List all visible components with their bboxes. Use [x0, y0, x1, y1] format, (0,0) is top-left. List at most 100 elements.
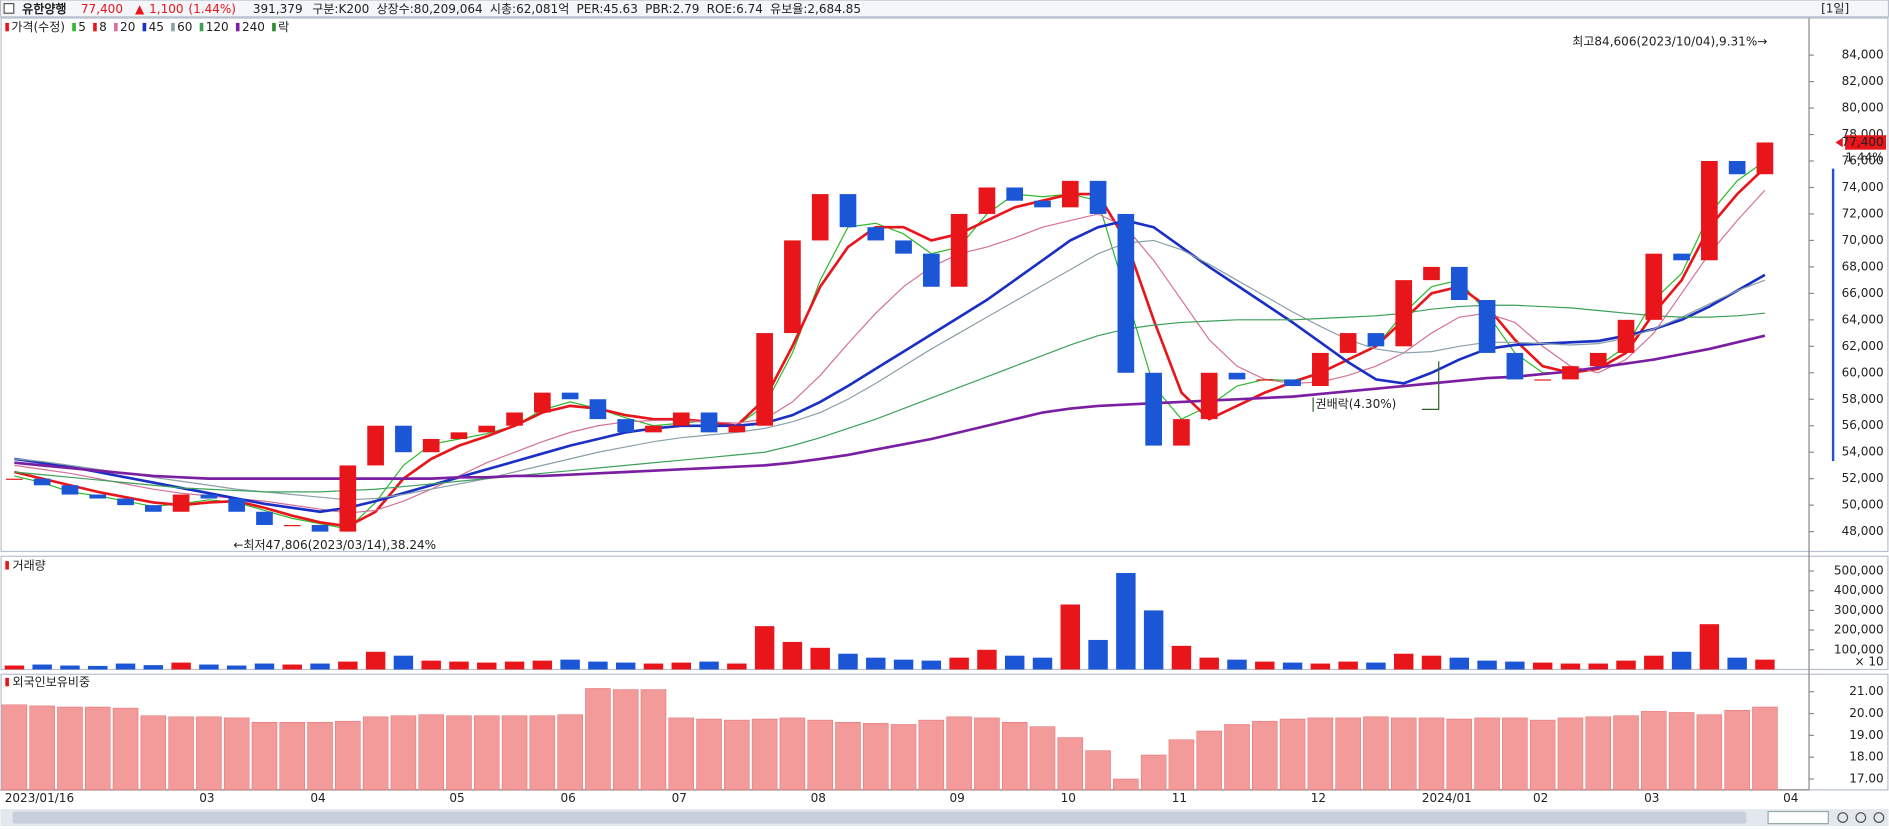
volume-bar [1310, 663, 1331, 670]
candle [811, 194, 829, 241]
legend-label: 45 [149, 20, 164, 34]
ex-rights-annotation: 권배락(4.30%) [1316, 397, 1397, 411]
candle [1034, 200, 1051, 208]
candle [200, 494, 218, 499]
y-tick-label: 100,000 [1834, 642, 1884, 656]
y-tick-label: 52,000 [1842, 471, 1884, 485]
y-tick-label: 72,000 [1842, 206, 1884, 220]
x-tick-label: 06 [560, 791, 575, 805]
volume-bar [199, 664, 219, 670]
volume-bar [615, 662, 636, 670]
volume-bar [449, 661, 469, 670]
y-tick-label: 300,000 [1834, 603, 1884, 617]
volume-bar [671, 662, 691, 670]
foreign-bar [29, 705, 55, 791]
checkbox[interactable] [3, 3, 15, 14]
foreign-bar [1502, 717, 1528, 791]
foreign-bar [751, 718, 778, 791]
candle [839, 194, 857, 228]
volume-bar [1338, 661, 1358, 670]
candle [534, 392, 551, 413]
moving-average [14, 334, 1766, 480]
info: PBR:2.79 [645, 2, 699, 16]
pane-marker [5, 561, 9, 570]
candle [450, 432, 468, 439]
foreign-bar [335, 720, 361, 791]
zoom-icon[interactable] [1855, 812, 1867, 823]
candle [1284, 379, 1301, 387]
volume-bar [532, 660, 553, 670]
scroll-thumb[interactable] [12, 811, 1747, 824]
foreign-bar [418, 714, 444, 791]
y-tick-label: 54,000 [1842, 445, 1884, 459]
candle [1173, 419, 1190, 446]
legend-swatch [199, 22, 204, 32]
legend-swatch [171, 22, 175, 32]
volume-bar [782, 641, 803, 670]
candle [1423, 266, 1440, 281]
candle [923, 253, 940, 287]
candle [756, 333, 773, 426]
zoom-slider[interactable] [1767, 810, 1829, 825]
candle [1200, 372, 1218, 420]
x-tick-label: 07 [672, 791, 687, 805]
foreign-bar [835, 722, 861, 791]
info: 유보율:2,684.85 [770, 2, 861, 16]
y-tick-label: 500,000 [1834, 564, 1884, 578]
legend-swatch [5, 22, 9, 32]
candle [1589, 352, 1607, 367]
info: ROE:6.74 [707, 2, 763, 16]
volume-bar [1088, 639, 1108, 670]
moving-average [14, 219, 1766, 514]
candle [728, 425, 746, 433]
zoom-icon[interactable] [1837, 812, 1849, 823]
volume-bar [393, 655, 414, 670]
foreign-bar [196, 716, 222, 791]
candle [645, 425, 662, 433]
volume-bar [977, 649, 997, 670]
foreign-bar [85, 706, 111, 791]
low-annotation: ←최저47,806(2023/03/14),38.24% [233, 538, 436, 552]
foreign-bar [946, 716, 972, 791]
volume-bar [1143, 610, 1164, 670]
volume-bar [949, 657, 969, 670]
foreign-bar [585, 688, 611, 791]
x-tick-label: 04 [310, 791, 325, 805]
zoom-icon[interactable] [1873, 812, 1885, 823]
foreign-bar [1, 704, 28, 791]
volume-bar [1755, 659, 1775, 670]
volume-bar [365, 651, 386, 670]
volume-bar [1255, 661, 1275, 670]
x-tick-label: 05 [449, 791, 464, 805]
legend-label: 240 [242, 20, 265, 34]
foreign-bar [1529, 719, 1556, 791]
change-tag-label: 1.44% [1845, 151, 1883, 165]
moving-average [14, 304, 1766, 493]
candle [1395, 280, 1413, 347]
volume-bar [1671, 651, 1692, 670]
volume-bar [1699, 624, 1720, 670]
foreign-bar [668, 717, 695, 791]
y-tick-label: 50,000 [1842, 498, 1884, 512]
volume-bar [1227, 659, 1247, 670]
y-tick-label: 80,000 [1842, 101, 1884, 115]
period-button[interactable]: [1일] [1821, 2, 1849, 16]
candle [895, 240, 912, 254]
foreign-bar [863, 723, 889, 791]
foreign-bar [279, 722, 306, 791]
foreign-bar [57, 706, 83, 791]
volume-bar [921, 660, 942, 670]
foreign-bar [557, 714, 583, 791]
legend-swatch [272, 22, 276, 32]
foreign-bar [1446, 718, 1473, 791]
volume-bar [1449, 657, 1470, 670]
legend-swatch [93, 22, 97, 32]
y-tick-label: 66,000 [1842, 286, 1884, 300]
info: 시총:62,081억 [490, 2, 569, 16]
candle [978, 187, 996, 214]
foreign-bar [1001, 722, 1028, 791]
foreign-bar [307, 722, 333, 791]
volume-bar [115, 663, 136, 670]
change: 1,100 [149, 2, 183, 16]
x-tick-label: 2024/01 [1422, 791, 1472, 805]
